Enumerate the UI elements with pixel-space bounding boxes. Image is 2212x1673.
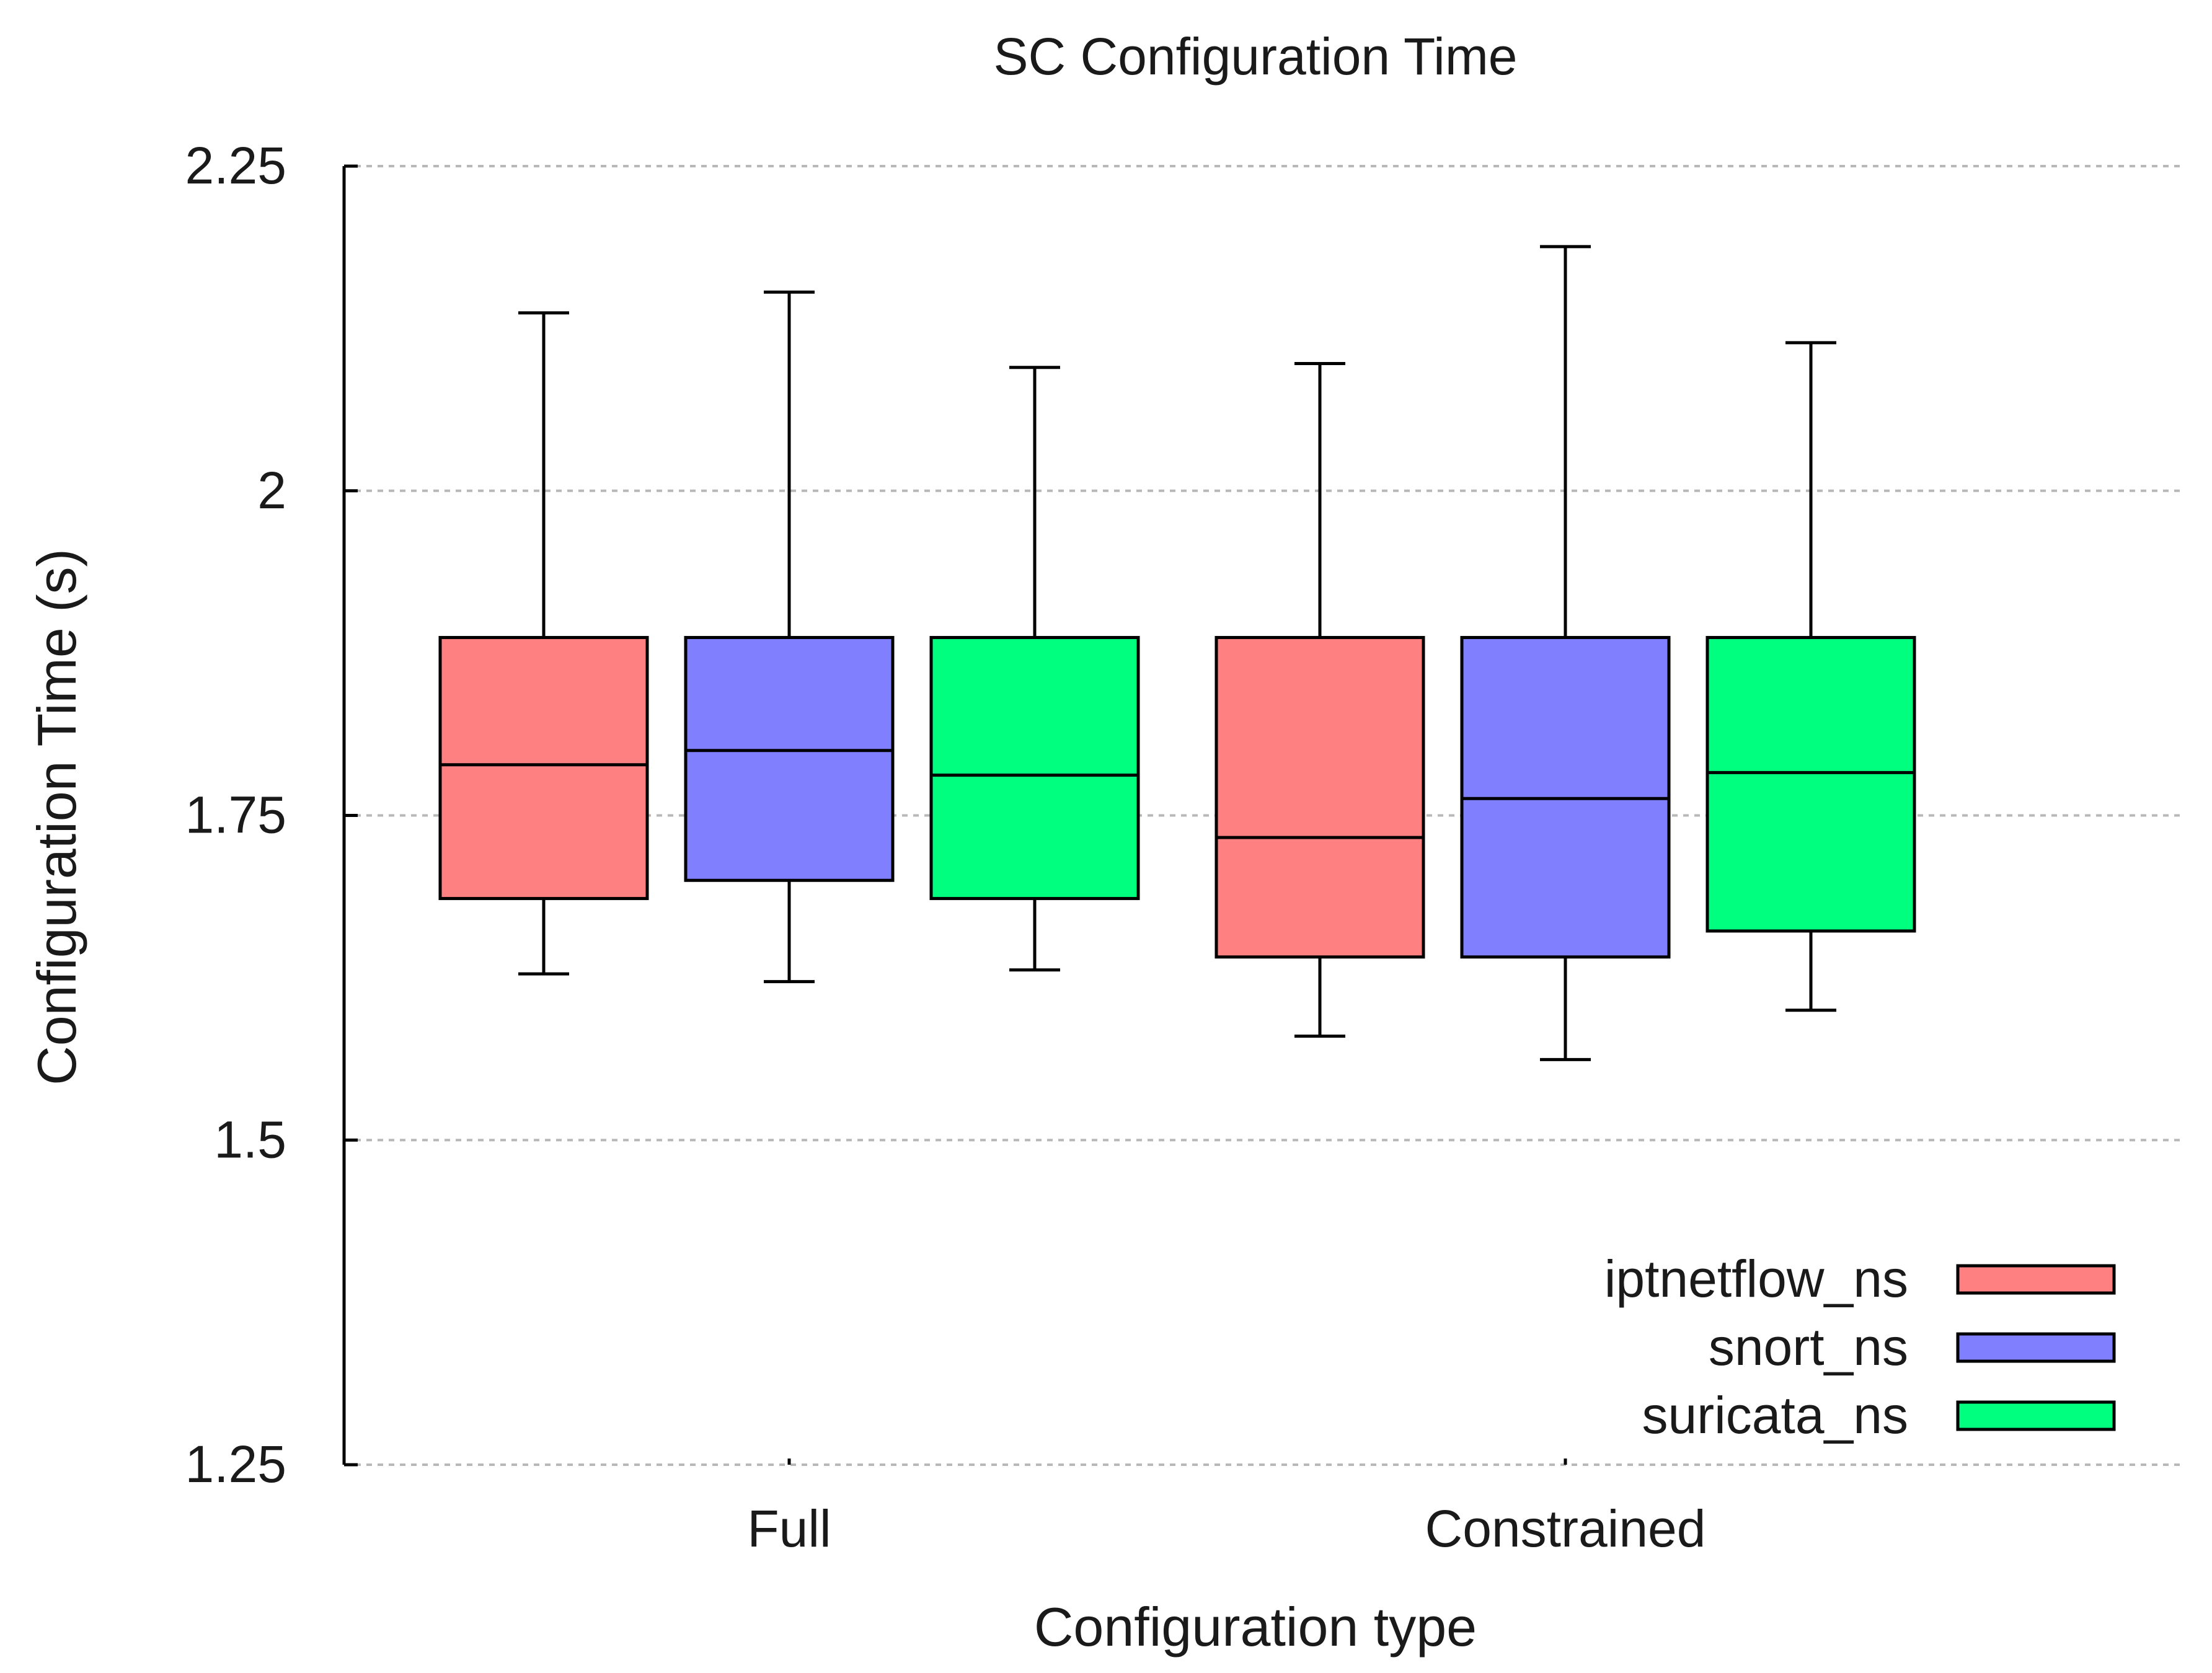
box-body (438, 635, 649, 901)
x-axis-label: Configuration type (1034, 1596, 1477, 1658)
box-suricata_ns-constrained (1705, 341, 1916, 1012)
legend-item-iptnetflow_ns: iptnetflow_ns (1604, 1250, 2116, 1308)
box-iptnetflow_ns-full (438, 311, 649, 976)
legend-label: snort_ns (1709, 1318, 1908, 1376)
chart-title: SC Configuration Time (993, 27, 1517, 86)
box-iptnetflow_ns-constrained (1214, 361, 1425, 1038)
legend-swatch (1956, 1400, 2116, 1431)
x-tick-label: Constrained (1425, 1499, 1706, 1558)
legend-label: iptnetflow_ns (1604, 1250, 1908, 1308)
legend-label: suricata_ns (1642, 1386, 1908, 1444)
box-body (929, 635, 1140, 901)
legend-swatch (1956, 1264, 2116, 1295)
y-tick-label: 1.25 (185, 1435, 287, 1493)
box-body (684, 635, 895, 882)
box-body (1705, 635, 1916, 933)
x-axis-ticks: Full Constrained (747, 1459, 1705, 1558)
y-axis-label: Configuration Time (s) (26, 549, 87, 1085)
legend-swatch (1956, 1332, 2116, 1363)
y-tick-label: 2 (257, 461, 286, 519)
y-tick-label: 1.75 (185, 786, 287, 844)
y-axis-ticks: 1.25 1.5 1.75 2 2.25 (185, 136, 358, 1493)
box-body (1214, 635, 1425, 959)
box-snort_ns-full (684, 290, 895, 984)
y-tick-label: 2.25 (185, 136, 287, 195)
box-snort_ns-constrained (1460, 245, 1671, 1061)
legend-item-suricata_ns: suricata_ns (1642, 1386, 2116, 1444)
y-tick-label: 1.5 (214, 1110, 286, 1168)
x-tick-label: Full (747, 1499, 831, 1558)
box-suricata_ns-full (929, 366, 1140, 972)
box-plot-series (438, 245, 1916, 1061)
legend-item-snort_ns: snort_ns (1709, 1318, 2116, 1376)
legend: iptnetflow_ns snort_ns suricata_ns (1604, 1250, 2116, 1444)
